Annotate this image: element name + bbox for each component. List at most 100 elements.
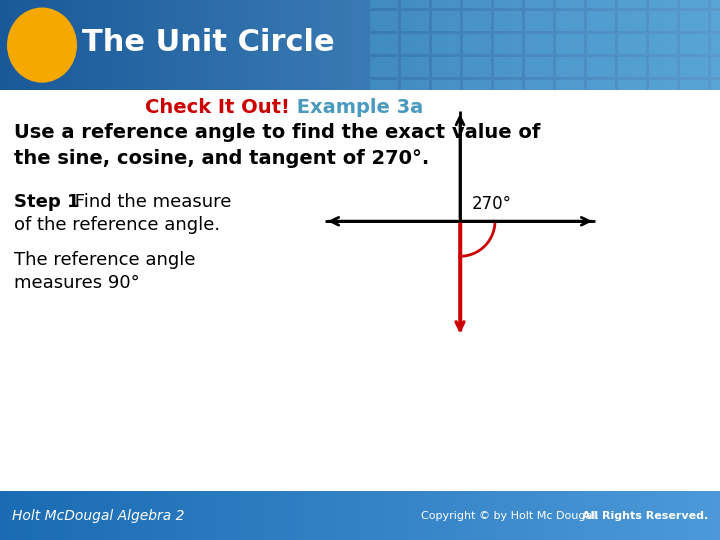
Bar <box>670 0 678 90</box>
Bar <box>518 0 526 90</box>
Text: The reference angle: The reference angle <box>14 251 196 269</box>
Bar <box>79 0 87 90</box>
Bar <box>525 34 553 54</box>
Bar <box>603 491 613 540</box>
Bar <box>618 34 646 54</box>
Bar <box>691 0 699 90</box>
Bar <box>403 0 411 90</box>
Bar <box>81 491 91 540</box>
Bar <box>556 11 584 31</box>
Bar <box>711 0 720 8</box>
Bar <box>65 0 73 90</box>
Bar <box>331 0 339 90</box>
Bar <box>302 0 310 90</box>
Bar <box>477 491 487 540</box>
Bar <box>346 0 354 90</box>
Bar <box>297 491 307 540</box>
Bar <box>58 0 66 90</box>
Bar <box>675 491 685 540</box>
Bar <box>522 491 532 540</box>
Bar <box>274 0 282 90</box>
Bar <box>605 0 613 90</box>
Bar <box>101 0 109 90</box>
Bar <box>189 491 199 540</box>
Bar <box>558 491 568 540</box>
Bar <box>43 0 51 90</box>
Bar <box>198 491 208 540</box>
Bar <box>657 491 667 540</box>
Text: 270°: 270° <box>472 195 512 213</box>
Bar <box>587 34 615 54</box>
Bar <box>713 0 720 90</box>
Bar <box>115 0 123 90</box>
Bar <box>166 0 174 90</box>
Bar <box>418 0 426 90</box>
Bar <box>662 0 670 90</box>
Bar <box>698 0 706 90</box>
Bar <box>680 0 708 8</box>
Bar <box>618 57 646 77</box>
Bar <box>495 491 505 540</box>
Bar <box>151 0 159 90</box>
Bar <box>360 0 368 90</box>
Bar <box>463 11 491 31</box>
Bar <box>370 34 398 54</box>
Bar <box>540 491 550 540</box>
Bar <box>649 34 677 54</box>
Bar <box>594 491 604 540</box>
Bar <box>459 491 469 540</box>
Bar <box>266 0 274 90</box>
Bar <box>649 0 677 8</box>
Bar <box>655 0 663 90</box>
Bar <box>370 80 398 100</box>
Bar <box>315 491 325 540</box>
Bar <box>288 0 296 90</box>
Bar <box>497 0 505 90</box>
Bar <box>401 80 429 100</box>
Bar <box>396 491 406 540</box>
Bar <box>351 491 361 540</box>
Bar <box>333 491 343 540</box>
Bar <box>387 491 397 540</box>
Bar <box>353 0 361 90</box>
Bar <box>72 0 80 90</box>
Text: All Rights Reserved.: All Rights Reserved. <box>582 511 708 521</box>
Bar <box>144 491 154 540</box>
Bar <box>108 491 118 540</box>
Bar <box>621 491 631 540</box>
Bar <box>187 0 195 90</box>
Text: the sine, cosine, and tangent of 270°.: the sine, cosine, and tangent of 270°. <box>14 149 429 168</box>
Bar <box>554 0 562 90</box>
Bar <box>511 0 519 90</box>
Bar <box>369 491 379 540</box>
Bar <box>680 80 708 100</box>
Bar <box>504 491 514 540</box>
Bar <box>279 491 289 540</box>
Bar <box>567 491 577 540</box>
Bar <box>490 0 498 90</box>
Bar <box>432 0 440 90</box>
Bar <box>382 0 390 90</box>
Bar <box>374 0 382 90</box>
Text: of the reference angle.: of the reference angle. <box>14 216 220 234</box>
Bar <box>463 80 491 100</box>
Bar <box>0 0 8 90</box>
Bar <box>63 491 73 540</box>
Bar <box>0 491 10 540</box>
Bar <box>405 491 415 540</box>
Bar <box>130 0 138 90</box>
Bar <box>370 0 398 8</box>
Bar <box>556 34 584 54</box>
Bar <box>482 0 490 90</box>
Bar <box>677 0 685 90</box>
Bar <box>378 491 388 540</box>
Bar <box>576 491 586 540</box>
Bar <box>432 57 460 77</box>
Bar <box>432 11 460 31</box>
Bar <box>454 0 462 90</box>
Bar <box>612 491 622 540</box>
Bar <box>598 0 606 90</box>
Bar <box>338 0 346 90</box>
Bar <box>693 491 703 540</box>
Bar <box>259 0 267 90</box>
